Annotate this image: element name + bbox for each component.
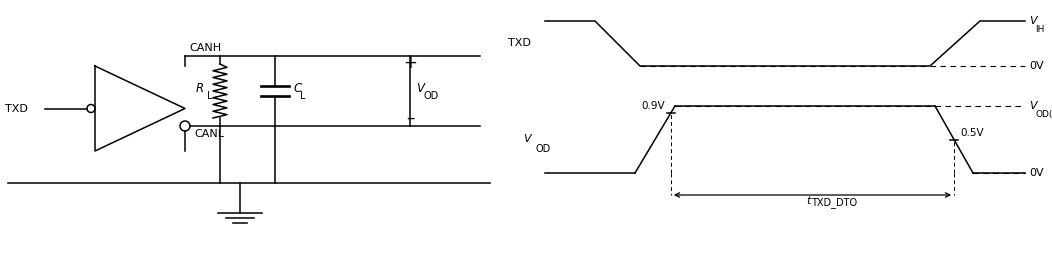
Text: 0V: 0V xyxy=(1029,168,1044,178)
Text: OD(D): OD(D) xyxy=(1035,110,1052,119)
Text: C: C xyxy=(294,82,301,96)
Text: t: t xyxy=(806,196,810,206)
Text: L: L xyxy=(206,91,213,101)
Text: 0V: 0V xyxy=(1029,61,1044,71)
Text: TXD: TXD xyxy=(508,39,531,49)
Text: V: V xyxy=(524,134,531,145)
Text: V: V xyxy=(416,82,424,96)
Text: OD: OD xyxy=(535,145,550,155)
Text: +: + xyxy=(403,54,417,72)
Text: CANL: CANL xyxy=(194,129,224,139)
Text: V: V xyxy=(1029,16,1036,26)
Text: CANH: CANH xyxy=(189,43,221,53)
Text: R: R xyxy=(196,82,204,96)
Text: OD: OD xyxy=(424,91,440,101)
Text: –: – xyxy=(406,109,414,127)
Text: V: V xyxy=(1029,101,1036,111)
Text: TXD: TXD xyxy=(5,104,27,114)
Text: 0.9V: 0.9V xyxy=(642,101,665,111)
Text: TXD_DTO: TXD_DTO xyxy=(811,197,857,208)
Text: IH: IH xyxy=(1035,25,1045,34)
Text: 0.5V: 0.5V xyxy=(960,128,984,138)
Text: L: L xyxy=(300,91,305,101)
